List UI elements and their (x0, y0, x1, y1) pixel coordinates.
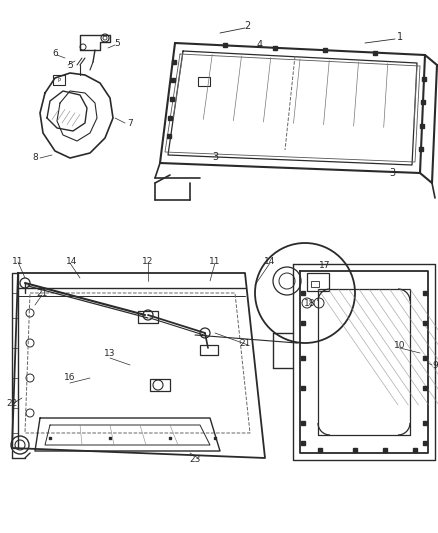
Text: 9: 9 (432, 360, 438, 369)
Text: 21: 21 (36, 288, 48, 297)
Text: 22: 22 (7, 399, 18, 408)
Bar (307, 273, 329, 291)
Bar (200, 345, 218, 355)
Text: 2: 2 (244, 21, 250, 31)
Text: 14: 14 (264, 257, 276, 266)
Text: 16: 16 (64, 374, 76, 383)
Text: 18: 18 (304, 298, 316, 308)
Text: 4: 4 (257, 40, 263, 50)
Bar (198, 77, 210, 86)
Text: 17: 17 (319, 261, 331, 270)
Text: 3: 3 (389, 168, 395, 178)
Text: 14: 14 (66, 257, 78, 266)
Bar (53, 75, 65, 85)
Text: P: P (57, 77, 60, 83)
Text: 11: 11 (209, 257, 221, 266)
Text: 11: 11 (12, 257, 24, 266)
Bar (138, 311, 158, 323)
Text: 21: 21 (239, 338, 251, 348)
Text: 10: 10 (394, 342, 406, 351)
Text: 3: 3 (212, 152, 218, 162)
Text: 13: 13 (104, 349, 116, 358)
Bar (150, 379, 170, 391)
Text: 8: 8 (32, 154, 38, 163)
Text: 6: 6 (52, 50, 58, 59)
Text: 1: 1 (397, 32, 403, 42)
Text: 12: 12 (142, 257, 154, 266)
Text: 5: 5 (114, 39, 120, 49)
Text: 23: 23 (189, 456, 201, 464)
Text: 7: 7 (127, 118, 133, 127)
Text: 5: 5 (67, 61, 73, 69)
Bar (311, 281, 319, 287)
